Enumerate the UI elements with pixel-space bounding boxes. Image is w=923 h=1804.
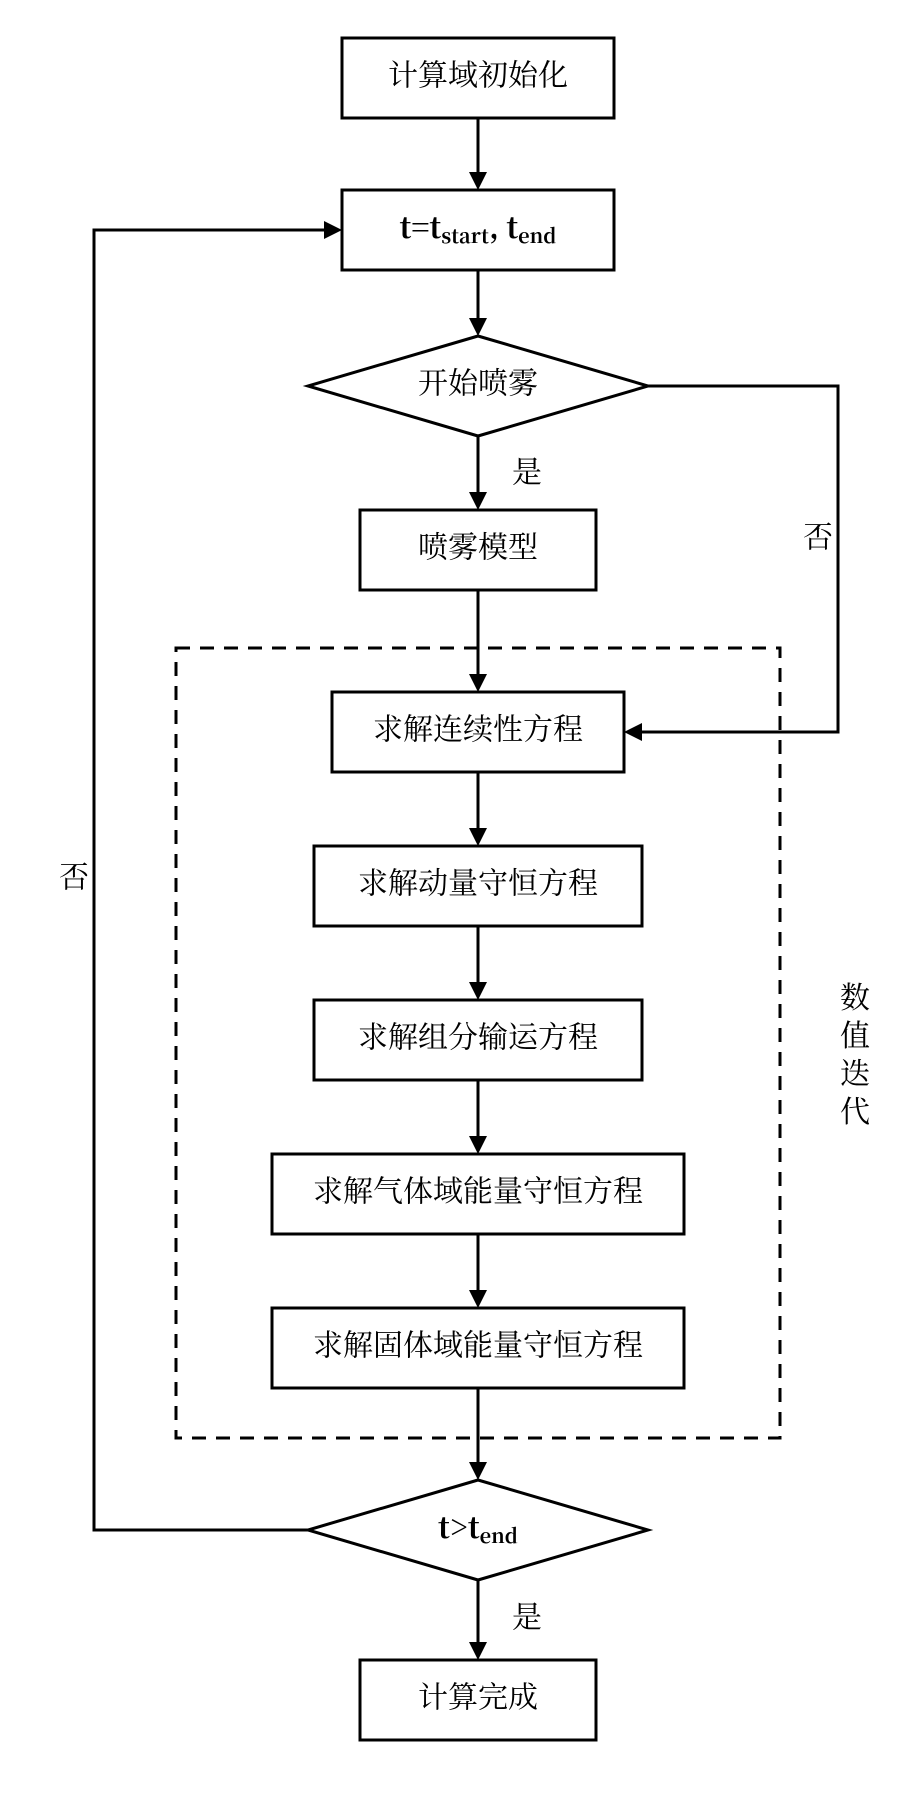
node-label: 开始喷雾 [418, 359, 538, 403]
node-n_tend: t>tend [308, 1480, 648, 1580]
node-label: 计算域初始化 [388, 51, 568, 95]
node-label: 求解气体域能量守恒方程 [313, 1167, 643, 1211]
node-n_gas: 求解气体域能量守恒方程 [272, 1154, 684, 1234]
node-n_solid: 求解固体域能量守恒方程 [272, 1308, 684, 1388]
node-n_time: t=tstart, tend [342, 190, 614, 270]
arrow-head [469, 1462, 487, 1480]
arrow-head [469, 674, 487, 692]
edge-label: 否 [803, 513, 833, 557]
edge-label: 是 [512, 448, 542, 492]
node-n_done: 计算完成 [360, 1660, 596, 1740]
arrow-head [469, 982, 487, 1000]
arrow-head [469, 828, 487, 846]
node-n_mom: 求解动量守恒方程 [314, 846, 642, 926]
edge-label: 否 [59, 853, 89, 897]
arrow-head [469, 1290, 487, 1308]
node-n_spray_q: 开始喷雾 [308, 336, 648, 436]
node-label: 求解连续性方程 [373, 705, 583, 749]
node-label: 求解组分输运方程 [358, 1013, 598, 1057]
arrow-head [469, 318, 487, 336]
arrow-head [469, 172, 487, 190]
arrow-head [469, 492, 487, 510]
node-label: 计算完成 [418, 1673, 538, 1717]
node-label: 求解固体域能量守恒方程 [313, 1321, 643, 1365]
arrow-head [624, 723, 642, 741]
iteration-side-label: 数值迭代 [840, 973, 870, 1131]
node-label: 求解动量守恒方程 [358, 859, 598, 903]
node-n_spray: 喷雾模型 [360, 510, 596, 590]
arrow-head [469, 1136, 487, 1154]
edge-label: 是 [512, 1593, 542, 1637]
node-label: 喷雾模型 [418, 523, 538, 567]
arrow-head [324, 221, 342, 239]
node-n_cont: 求解连续性方程 [332, 692, 624, 772]
node-n_init: 计算域初始化 [342, 38, 614, 118]
flow-edge [642, 386, 838, 732]
node-n_spec: 求解组分输运方程 [314, 1000, 642, 1080]
arrow-head [469, 1642, 487, 1660]
